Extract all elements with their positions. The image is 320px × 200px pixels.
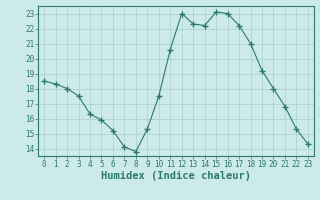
X-axis label: Humidex (Indice chaleur): Humidex (Indice chaleur) [101, 171, 251, 181]
